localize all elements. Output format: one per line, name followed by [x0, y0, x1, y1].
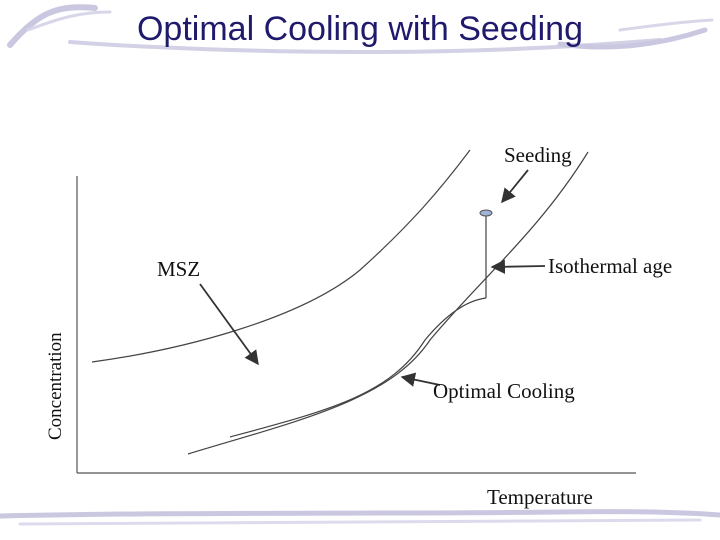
slide-title: Optimal Cooling with Seeding	[136, 10, 584, 48]
optimal-cooling-label: Optimal Cooling	[433, 379, 575, 403]
decor-stroke-top-left	[7, 4, 98, 48]
msz-arrow	[199, 283, 259, 366]
metastable-limit-curve	[91, 149, 471, 363]
msz-label: MSZ	[157, 257, 201, 281]
isothermal-age-label: Isothermal age	[548, 254, 673, 278]
decor-stroke-bottom	[0, 509, 720, 519]
solubility-curve	[187, 151, 589, 455]
optimal-cooling-trajectory	[229, 297, 487, 438]
seeding-arrow	[501, 169, 529, 204]
decor-stroke-top-right	[557, 27, 708, 50]
decor-stroke-top-right-2	[618, 18, 714, 32]
decor-stroke-top-left-2	[26, 10, 112, 32]
optimal-cooling-arrow	[400, 372, 441, 387]
decor-stroke-bottom-2	[18, 518, 702, 526]
x-axis-label: Temperature	[487, 485, 593, 509]
seeding-label: Seeding	[504, 143, 572, 167]
isothermal-age-arrow	[490, 259, 546, 274]
seeding-point	[479, 209, 493, 217]
y-axis-label: Concentration	[45, 332, 66, 440]
